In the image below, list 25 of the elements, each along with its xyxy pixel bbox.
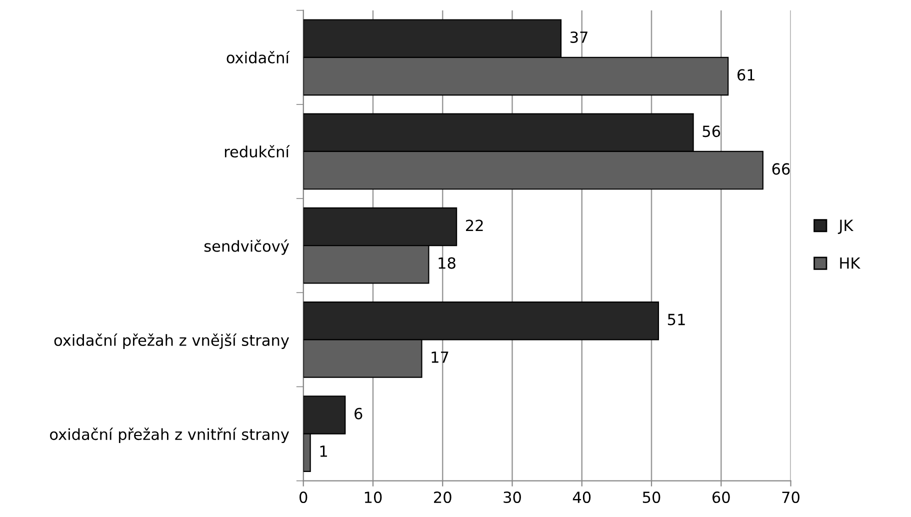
legend-label: HK xyxy=(840,258,861,269)
legend-label: JK xyxy=(838,220,854,234)
data-label: 1 xyxy=(320,446,327,457)
y-tick-label: oxidační přežah z vnitřní strany xyxy=(50,428,290,444)
x-tick-label: 0 xyxy=(300,491,308,504)
data-label: 6 xyxy=(354,408,362,420)
data-label: 22 xyxy=(466,220,483,231)
y-tick-label: oxidační přežah z vnější strany xyxy=(54,334,290,349)
data-label: 56 xyxy=(702,126,720,138)
y-tick-label: redukční xyxy=(224,145,290,158)
x-tick-label: 20 xyxy=(434,491,452,504)
data-label: 51 xyxy=(668,314,685,326)
data-label: 61 xyxy=(737,69,754,81)
x-tick-label: 60 xyxy=(712,491,730,504)
data-label: 66 xyxy=(772,163,790,175)
x-tick-label: 30 xyxy=(504,491,521,504)
x-tick-label: 10 xyxy=(364,491,382,504)
data-label: 37 xyxy=(570,31,588,43)
y-tick-label: oxidační xyxy=(226,50,290,64)
data-label: 18 xyxy=(438,257,456,269)
y-tick-label: sendvičový xyxy=(204,239,290,255)
x-tick-label: 50 xyxy=(642,491,660,504)
x-tick-label: 40 xyxy=(572,491,591,504)
data-label: 17 xyxy=(432,352,448,363)
x-tick-label: 70 xyxy=(782,491,800,504)
